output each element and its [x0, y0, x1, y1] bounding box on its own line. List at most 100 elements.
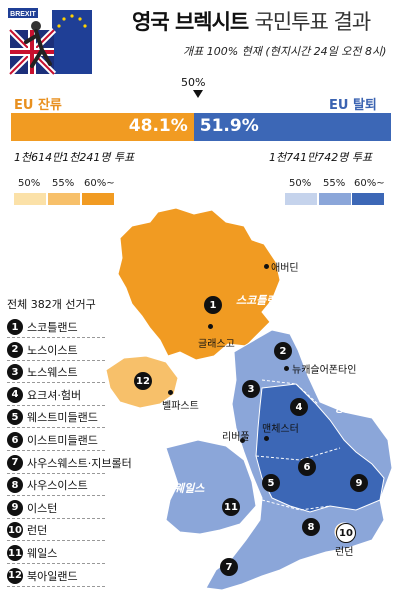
- region-divider: [7, 427, 105, 429]
- legend-remain-label-2: 55%: [52, 178, 75, 189]
- leave-bar: 51.9%: [193, 113, 391, 141]
- region-list-item: 9 이스턴: [7, 499, 57, 517]
- map-marker-8: 8: [302, 518, 320, 536]
- region-name: 웨일스: [27, 547, 58, 560]
- map-label-england: 잉글랜드: [334, 402, 375, 415]
- map-marker-4: 4: [290, 398, 308, 416]
- leave-label: EU 탈퇴: [329, 98, 377, 113]
- legend-leave-swatch-1: [285, 193, 317, 205]
- map-marker-5: 5: [262, 474, 280, 492]
- region-list-item: 10 런던: [7, 521, 47, 539]
- map-marker-2: 2: [274, 342, 292, 360]
- legend-remain-swatch-1: [14, 193, 46, 205]
- region-name: 사우스이스트: [27, 479, 88, 493]
- map-marker-12: 12: [134, 372, 152, 390]
- region-divider: [7, 359, 105, 361]
- region-name: 요크셔·험버: [27, 388, 82, 402]
- region-divider: [7, 517, 105, 519]
- map-marker-10: 10: [336, 523, 356, 543]
- region-list-item: 12 북아일랜드: [7, 567, 78, 585]
- region-number-badge: 2: [7, 341, 23, 358]
- legend-leave-label-2: 55%: [323, 178, 346, 189]
- city-dot-aberdeen: [264, 264, 269, 269]
- region-divider: [7, 585, 105, 587]
- leave-votes: 1천741만742명 투표: [269, 151, 373, 164]
- region-number-badge: 10: [7, 522, 23, 539]
- leave-percent: 51.9%: [199, 116, 259, 136]
- legend-remain-label-1: 50%: [18, 178, 41, 189]
- city-manchester: 맨체스터: [262, 424, 299, 435]
- region-divider: [7, 337, 105, 338]
- region-number-badge: 5: [7, 409, 23, 426]
- map-marker-3: 3: [242, 380, 260, 398]
- midpoint-label: 50%: [181, 76, 206, 89]
- city-belfast: 벨파스트: [162, 401, 199, 412]
- city-dot-manchester: [264, 436, 269, 441]
- region-list-item: 7 사우스웨스트·지브롤터: [7, 454, 132, 472]
- result-bar: 48.1% 51.9%: [11, 113, 391, 141]
- city-london: 런던: [335, 547, 354, 558]
- map-label-northern-ireland: 북아일랜드: [128, 412, 179, 425]
- city-dot-newcastle: [284, 366, 289, 371]
- city-dot-glasgow: [208, 324, 213, 329]
- city-liverpool: 리버풀: [222, 432, 250, 443]
- region-number-badge: 6: [7, 432, 23, 448]
- city-aberdeen: 애버딘: [271, 263, 299, 274]
- region-name: 노스이스트: [27, 343, 78, 357]
- brexit-logo: BREXIT: [6, 6, 94, 78]
- map-marker-11: 11: [222, 498, 240, 516]
- subtitle: 개표 100% 현재 (현지시간 24일 오전 8시): [183, 45, 387, 58]
- map-label-wales: 웨일스: [174, 482, 205, 495]
- region-number-badge: 11: [7, 545, 23, 561]
- region-list-item: 5 웨스트미들랜드: [7, 408, 98, 426]
- title-sub-text: 국민투표 결과: [254, 10, 372, 34]
- remain-bar: 48.1%: [11, 113, 194, 141]
- region-number-badge: 4: [7, 386, 23, 403]
- region-divider: [7, 563, 105, 564]
- region-divider: [7, 382, 105, 384]
- city-dot-belfast: [168, 390, 173, 395]
- legend-remain-swatch-3: [82, 193, 114, 205]
- region-scotland: [117, 207, 281, 361]
- region-divider: [7, 495, 105, 497]
- remain-percent: 48.1%: [128, 116, 188, 136]
- map-marker-9: 9: [350, 474, 368, 492]
- region-list-item: 3 노스웨스트: [7, 363, 78, 381]
- legend-leave-swatch-3: [352, 193, 384, 205]
- remain-label: EU 잔류: [14, 98, 62, 113]
- region-list-item: 4 요크셔·험버: [7, 386, 81, 404]
- region-list-item: 2 노스이스트: [7, 341, 78, 359]
- legend-leave-label-1: 50%: [289, 178, 312, 189]
- legend-leave-swatch-2: [319, 193, 351, 205]
- city-glasgow: 글래스고: [198, 339, 235, 350]
- title-main-text: 영국 브렉시트: [132, 10, 249, 34]
- region-name: 노스웨스트: [27, 366, 78, 380]
- region-divider: [7, 472, 105, 474]
- region-list-item: 11 웨일스: [7, 544, 57, 562]
- region-name: 웨스트미들랜드: [27, 411, 98, 425]
- map-label-scotland: 스코틀랜드: [236, 294, 287, 307]
- legend-remain-swatch-2: [48, 193, 80, 205]
- region-name: 스코틀랜드: [27, 321, 78, 334]
- legend-leave-label-3: 60%~: [354, 178, 385, 189]
- city-newcastle: 뉴캐슬어폰타인: [292, 365, 357, 376]
- map-marker-1: 1: [204, 296, 222, 314]
- region-name: 이스트미들랜드: [27, 434, 98, 447]
- region-number-badge: 8: [7, 477, 23, 494]
- total-constituencies-label: 전체 382개 선거구: [7, 298, 96, 311]
- map-marker-6: 6: [298, 458, 316, 476]
- logo-text: BREXIT: [10, 11, 36, 18]
- region-number-badge: 1: [7, 319, 23, 335]
- region-name: 북아일랜드: [27, 569, 78, 583]
- page-title: 영국 브렉시트 국민투표 결과: [132, 6, 372, 36]
- region-list-item: 6 이스트미들랜드: [7, 431, 98, 449]
- region-number-badge: 7: [7, 454, 23, 471]
- region-number-badge: 3: [7, 364, 23, 381]
- region-number-badge: 12: [7, 567, 23, 584]
- remain-votes: 1천614만1천241명 투표: [14, 151, 135, 164]
- region-divider: [7, 404, 105, 406]
- map-marker-7: 7: [220, 558, 238, 576]
- midpoint-arrow-icon: [193, 90, 203, 98]
- region-divider: [7, 450, 105, 451]
- region-name: 이스턴: [27, 501, 58, 515]
